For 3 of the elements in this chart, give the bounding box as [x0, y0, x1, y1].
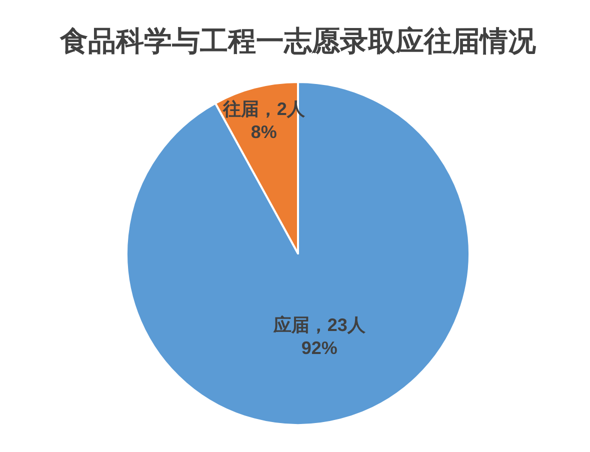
- pie-slice: [126, 81, 470, 426]
- chart-title: 食品科学与工程一志愿录取应往届情况: [59, 25, 537, 56]
- slice-label: 应届，23人 92%: [272, 314, 366, 358]
